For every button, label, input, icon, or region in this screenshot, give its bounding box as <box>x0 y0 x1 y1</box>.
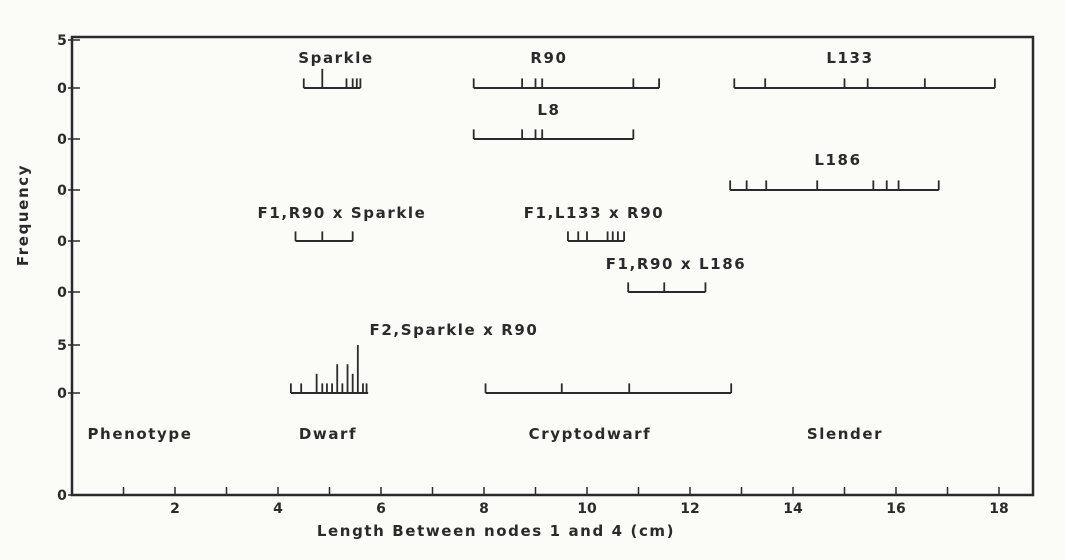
panel-label: L133 <box>826 49 873 67</box>
phenotype-label: Cryptodwarf <box>529 425 652 443</box>
x-tick-label: 6 <box>376 501 386 517</box>
panel-label: R90 <box>530 49 567 67</box>
panel-f1-l133-x-r90: F1,L133 x R90 <box>524 204 665 242</box>
x-tick-label: 2 <box>170 501 180 517</box>
y-tick-label: 0 <box>57 132 67 148</box>
x-tick-label: 18 <box>989 501 1008 517</box>
phenotype-label: Phenotype <box>87 425 192 443</box>
panel-f2-sparkle-x-r90: F2,Sparkle x R90 <box>289 321 733 394</box>
panel-label: F2,Sparkle x R90 <box>370 321 539 339</box>
panel-label: L8 <box>537 101 560 119</box>
panel-l8: L8 <box>472 101 635 140</box>
y-tick-label: 0 <box>57 183 67 199</box>
y-tick-label: 5 <box>57 338 67 354</box>
panels: Sparkle R90 L133 L8 L186 F1,R90 x Sparkle F1,L… <box>258 49 996 394</box>
y-tick-label: 0 <box>57 81 67 97</box>
panel-label: F1,R90 x L186 <box>606 255 747 273</box>
phenotype-label: Slender <box>807 425 883 443</box>
y-axis: 5 0 0 0 0 0 5 0 0 <box>57 33 80 504</box>
panel-label: F1,R90 x Sparkle <box>258 204 427 222</box>
panel-label: F1,L133 x R90 <box>524 204 665 222</box>
phenotype-labels: Phenotype Dwarf Cryptodwarf Slender <box>87 425 883 443</box>
panel-r90: R90 <box>472 49 660 89</box>
x-axis-label: Length Between nodes 1 and 4 (cm) <box>317 522 675 540</box>
panel-label: Sparkle <box>298 49 374 67</box>
x-tick-label: 14 <box>783 501 803 517</box>
y-tick-label: 5 <box>57 33 67 49</box>
x-axis: 2 4 6 8 10 12 14 16 18 <box>122 487 1009 517</box>
y-tick-label: 0 <box>57 488 67 504</box>
panel-sparkle: Sparkle <box>298 49 374 89</box>
plot-frame <box>70 35 1035 497</box>
panel-f1-r90-x-sparkle: F1,R90 x Sparkle <box>258 204 427 242</box>
y-tick-label: 0 <box>57 234 67 250</box>
panel-label: L186 <box>814 151 861 169</box>
x-tick-label: 4 <box>273 501 283 517</box>
y-tick-label: 0 <box>57 386 67 402</box>
x-tick-label: 16 <box>886 501 905 517</box>
x-tick-label: 8 <box>479 501 489 517</box>
x-tick-label: 10 <box>577 501 597 517</box>
panel-f1-r90-x-l186: F1,R90 x L186 <box>606 255 747 293</box>
phenotype-label: Dwarf <box>299 425 357 443</box>
panel-l186: L186 <box>729 151 940 191</box>
y-axis-label: Frequency <box>14 164 32 266</box>
panel-l133: L133 <box>733 49 996 89</box>
x-tick-label: 12 <box>680 501 699 517</box>
y-tick-label: 0 <box>57 285 67 301</box>
